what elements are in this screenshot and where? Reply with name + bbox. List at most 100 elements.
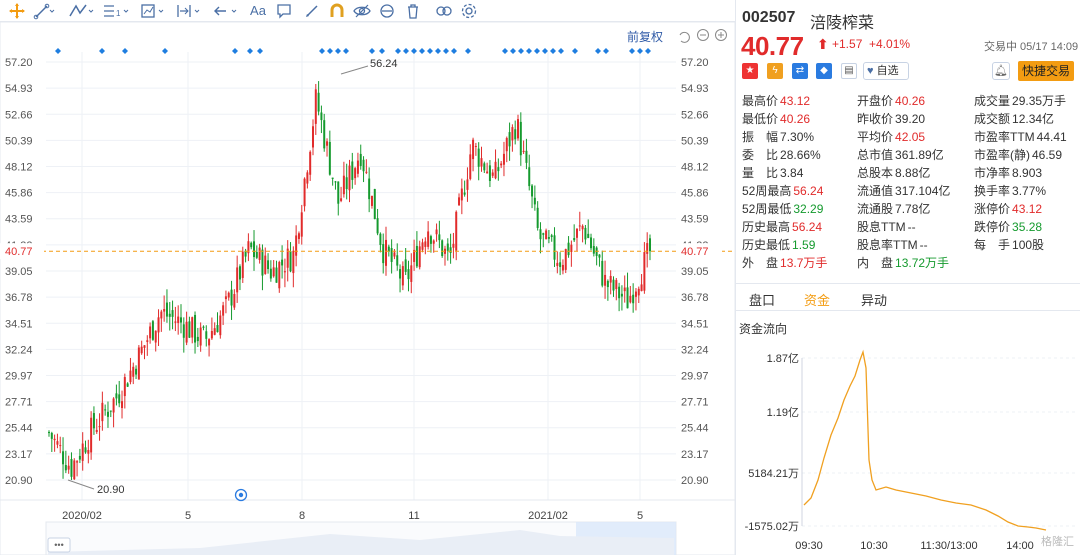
candle-body: [241, 251, 244, 278]
quote-value: 7.30%: [780, 130, 815, 144]
event-dot-icon: [502, 48, 508, 54]
range-tool-icon[interactable]: [176, 2, 204, 20]
kline-svg[interactable]: 57.20 57.20 54.93 54.93 52.66 52.66 50.39 50.39…: [0, 22, 735, 555]
candle-body: [326, 141, 329, 146]
y-tick-label-right: 50.39: [681, 135, 709, 147]
candle-body: [438, 234, 441, 241]
candle-body: [488, 165, 491, 181]
quote-cell: 股息TTM --: [857, 218, 916, 235]
watchlist-label: 自选: [876, 65, 899, 77]
shuffle-icon[interactable]: ⇄: [792, 63, 808, 79]
quick-trade-button[interactable]: 快捷交易: [1018, 61, 1074, 81]
eye-icon[interactable]: [353, 2, 371, 20]
candle-body: [199, 327, 202, 346]
candle-body: [157, 317, 160, 333]
crosshair-icon[interactable]: [8, 2, 26, 20]
lightning-icon[interactable]: ϟ: [767, 63, 783, 79]
settings-icon[interactable]: [460, 2, 478, 20]
line-tool-icon[interactable]: [33, 2, 55, 20]
fund-flow-chart: 1.87亿 1.19亿 5184.21万 -1575.02万 09:30 10:30 11:…: [745, 349, 1076, 552]
candle-body: [612, 279, 615, 291]
quote-label: 历史最高: [742, 220, 791, 234]
candle-body: [486, 171, 489, 174]
event-dot-icon: [427, 48, 433, 54]
detail-tabs: 盘口 资金 异动: [736, 283, 1080, 311]
y-tick-label-right: 52.66: [681, 109, 709, 121]
candle-body: [455, 211, 458, 251]
event-dot-icon: [534, 48, 540, 54]
y-tick-label-left: 23.17: [5, 449, 33, 461]
y-tick-label-left: 43.59: [5, 214, 33, 226]
event-dot-icon: [465, 48, 471, 54]
candle-body: [500, 163, 503, 166]
candle-body: [205, 331, 208, 339]
fund-flow-title: 资金流向: [739, 322, 788, 336]
max-annotation: 56.24: [370, 58, 398, 70]
candle-body: [81, 443, 84, 461]
event-dot-icon: [637, 48, 643, 54]
candle-body: [421, 242, 424, 250]
candle-body: [359, 153, 362, 166]
notebook-icon[interactable]: ▤: [841, 63, 857, 79]
quote-value: 1.59: [792, 238, 816, 252]
comment-tool-icon[interactable]: [275, 2, 293, 20]
candle-body: [92, 413, 95, 429]
candle-body: [59, 445, 62, 447]
ff-y-label: 5184.21万: [748, 468, 799, 480]
quote-value: 8.903: [1012, 166, 1043, 180]
candle-body: [573, 238, 576, 241]
zoom-in-icon[interactable]: [715, 29, 727, 41]
candle-body: [275, 267, 278, 283]
quote-cell: 量 比 3.84: [742, 164, 803, 181]
trash-icon[interactable]: [404, 2, 422, 20]
link-icon[interactable]: [434, 2, 454, 20]
watchlist-button[interactable]: ♥ 自选: [863, 62, 909, 80]
event-marker-dot: [238, 492, 244, 498]
quote-label: 流通股: [857, 202, 894, 216]
last-price: 40.77: [741, 31, 804, 61]
tab-zijin[interactable]: 资金: [804, 293, 831, 308]
text-tool-icon[interactable]: Aa: [250, 3, 266, 18]
candle-body: [480, 158, 483, 167]
quote-cell: 换手率 3.77%: [974, 182, 1046, 199]
tab-pankou[interactable]: 盘口: [749, 293, 776, 308]
quote-value: 12.34亿: [1012, 112, 1055, 126]
quote-value: 32.29: [793, 202, 824, 216]
candle-body: [149, 326, 152, 339]
quote-label: 振 幅: [742, 130, 779, 144]
tab-yidong[interactable]: 异动: [861, 293, 888, 308]
candle-body: [123, 377, 126, 397]
candle-body: [553, 235, 556, 260]
alert-bell-icon[interactable]: 🔔︎: [992, 62, 1010, 80]
measure-tool-icon[interactable]: [140, 2, 168, 20]
price-change: +1.57: [832, 37, 863, 51]
pencil-tool-icon[interactable]: [303, 2, 321, 20]
polyline-tool-icon[interactable]: [68, 2, 96, 20]
reset-icon[interactable]: [679, 31, 690, 43]
magnet-icon[interactable]: [328, 2, 346, 20]
candle-body: [76, 461, 79, 463]
y-tick-label-right: 25.44: [681, 423, 709, 435]
quote-label: 平均价: [857, 130, 894, 144]
fib-tool-icon[interactable]: 1: [102, 2, 132, 20]
quote-value: --: [907, 220, 916, 234]
candle-body: [143, 345, 146, 348]
quote-label: 昨收价: [857, 112, 894, 126]
event-dot-icon: [55, 48, 61, 54]
event-dot-icon: [526, 48, 532, 54]
lock-icon[interactable]: [378, 2, 396, 20]
candle-body: [407, 269, 410, 280]
candle-body: [297, 233, 300, 239]
arrow-tool-icon[interactable]: [212, 2, 242, 20]
quote-cell: 52周最低 32.29: [742, 200, 823, 217]
kline-chart[interactable]: 57.20 57.20 54.93 54.93 52.66 52.66 50.39 50.39…: [0, 22, 735, 555]
zoom-out-icon[interactable]: [697, 29, 709, 41]
stock-name: 涪陵榨菜: [810, 15, 875, 32]
y-tick-label-left: 25.44: [5, 423, 33, 435]
more-button[interactable]: [47, 537, 71, 553]
fuquan-toggle[interactable]: 前复权: [627, 30, 664, 44]
candle-body: [50, 432, 53, 439]
candle-body: [328, 141, 331, 175]
tag-icon[interactable]: ◆: [816, 63, 832, 79]
x-tick-label: 5: [637, 510, 643, 522]
